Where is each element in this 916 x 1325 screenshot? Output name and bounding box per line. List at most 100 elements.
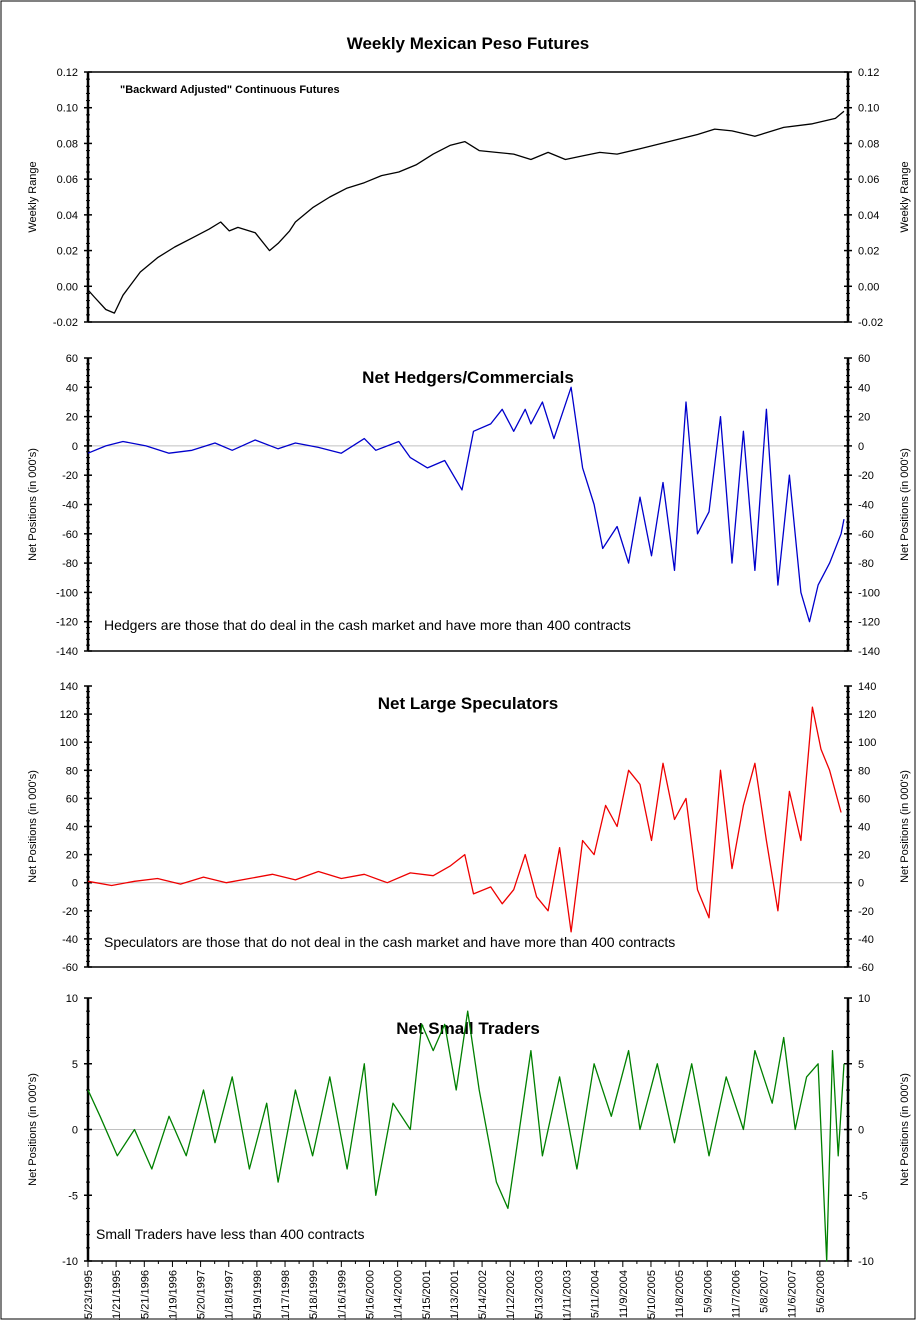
y-tick-label-left: 0	[72, 1125, 78, 1137]
series-line	[87, 386, 845, 623]
x-tick-label: 11/16/1999	[336, 1270, 348, 1320]
x-tick-label: 11/7/2006	[730, 1270, 742, 1318]
y-tick-label-left: -140	[56, 646, 78, 658]
y-axis-title-right: Net Positions (in 000's)	[899, 770, 911, 883]
y-tick-label-right: 0.12	[858, 67, 879, 79]
y-tick-label-left: -20	[62, 906, 78, 918]
y-tick-label-right: 0.08	[858, 138, 879, 150]
y-tick-label-left: -60	[62, 529, 78, 541]
y-tick-label-left: 40	[66, 382, 78, 394]
y-tick-label-right: 120	[858, 709, 876, 721]
y-axis-title-right: Net Positions (in 000's)	[899, 1073, 911, 1186]
x-tick-label: 11/13/2001	[449, 1270, 461, 1320]
y-tick-label-right: 20	[858, 412, 870, 424]
x-tick-label: 11/17/1998	[280, 1270, 292, 1320]
x-tick-label: 11/12/2002	[505, 1270, 517, 1320]
y-tick-label-right: -20	[858, 470, 874, 482]
y-tick-label-right: 10	[858, 993, 870, 1005]
y-tick-label-left: 120	[60, 709, 78, 721]
y-tick-label-left: 0	[72, 878, 78, 890]
y-tick-label-right: 0.02	[858, 246, 879, 258]
y-tick-label-left: 0.12	[57, 67, 78, 79]
y-tick-label-left: -20	[62, 470, 78, 482]
series-line	[87, 706, 842, 933]
y-tick-label-left: -0.02	[53, 317, 78, 329]
y-axis-title-right: Net Positions (in 000's)	[899, 448, 911, 561]
y-tick-label-right: -40	[858, 500, 874, 512]
x-tick-label: 5/15/2001	[421, 1270, 433, 1319]
x-tick-label: 11/8/2005	[674, 1270, 686, 1318]
y-tick-label-left: 20	[66, 850, 78, 862]
panel-annotation: Hedgers are those that do deal in the ca…	[104, 617, 631, 633]
y-tick-label-right: 0.06	[858, 174, 879, 186]
series-line	[87, 1010, 845, 1262]
y-tick-label-right: 0.04	[858, 210, 879, 222]
y-tick-label-left: -80	[62, 558, 78, 570]
x-tick-label: 5/18/1999	[308, 1270, 320, 1319]
x-tick-label: 11/6/2007	[787, 1270, 799, 1318]
panel-title: Weekly Mexican Peso Futures	[347, 34, 590, 53]
y-tick-label-right: 0.10	[858, 103, 879, 115]
panel-title: Net Hedgers/Commercials	[362, 368, 574, 387]
x-tick-label: 5/20/1997	[196, 1270, 208, 1319]
series-line	[87, 110, 845, 314]
x-tick-label: 11/9/2004	[618, 1270, 630, 1318]
x-tick-label: 5/13/2003	[533, 1270, 545, 1319]
x-tick-label: 11/21/1995	[111, 1270, 123, 1320]
x-tick-label: 5/6/2008	[815, 1270, 827, 1313]
y-tick-label-right: 0	[858, 441, 864, 453]
y-tick-label-left: 10	[66, 993, 78, 1005]
panel-1: -0.02 -0.02 0.00 0.00 0.02 0.02 0.04 0.04 0.06 0.…	[27, 34, 911, 329]
y-tick-label-right: -60	[858, 529, 874, 541]
y-tick-label-left: 20	[66, 412, 78, 424]
x-tick-label: 11/19/1996	[167, 1270, 179, 1320]
y-tick-label-right: -60	[858, 962, 874, 974]
y-axis-title-left: Weekly Range	[27, 161, 39, 232]
x-tick-label: 11/11/2003	[562, 1270, 574, 1320]
x-tick-label: 5/23/1995	[83, 1270, 95, 1319]
y-tick-label-left: 0.04	[57, 210, 78, 222]
x-tick-label: 11/18/1997	[224, 1270, 236, 1320]
y-tick-label-right: -5	[858, 1190, 868, 1202]
y-tick-label-left: 5	[72, 1059, 78, 1071]
y-tick-label-left: 0	[72, 441, 78, 453]
y-tick-label-right: -10	[858, 1256, 874, 1268]
y-axis-title-left: Net Positions (in 000's)	[27, 448, 39, 561]
x-tick-label: 5/9/2006	[702, 1270, 714, 1313]
y-axis-title-left: Net Positions (in 000's)	[27, 770, 39, 883]
y-tick-label-left: 0.00	[57, 281, 78, 293]
y-axis-title-right: Weekly Range	[899, 161, 911, 232]
y-tick-label-right: 80	[858, 765, 870, 777]
x-tick-label: 5/19/1998	[252, 1270, 264, 1319]
y-tick-label-right: 0	[858, 1125, 864, 1137]
y-tick-label-left: 40	[66, 822, 78, 834]
x-tick-label: 5/8/2007	[759, 1270, 771, 1313]
y-tick-label-left: 100	[60, 737, 78, 749]
y-tick-label-left: -120	[56, 617, 78, 629]
y-tick-label-right: -20	[858, 906, 874, 918]
y-tick-label-left: -60	[62, 962, 78, 974]
y-tick-label-right: -80	[858, 558, 874, 570]
y-axis-title-left: Net Positions (in 000's)	[27, 1073, 39, 1186]
y-tick-label-right: -0.02	[858, 317, 883, 329]
y-tick-label-left: 60	[66, 793, 78, 805]
x-tick-label: 5/11/2004	[590, 1270, 602, 1318]
panel-title: Net Small Traders	[396, 1019, 540, 1038]
y-tick-label-left: 0.10	[57, 103, 78, 115]
y-tick-label-right: -40	[858, 934, 874, 946]
panel-3: -60 -60 -40 -40 -20 -20 0 0 20 20 40 40 60 60 80 80 100 1…	[27, 681, 911, 974]
y-tick-label-right: -120	[858, 617, 880, 629]
y-tick-label-right: 140	[858, 681, 876, 693]
y-tick-label-left: 0.02	[57, 246, 78, 258]
x-tick-label: 11/14/2000	[393, 1270, 405, 1320]
y-tick-label-left: -5	[68, 1190, 78, 1202]
y-tick-label-right: 0.00	[858, 281, 879, 293]
y-tick-label-right: 20	[858, 850, 870, 862]
y-tick-label-left: -100	[56, 587, 78, 599]
y-tick-label-right: 40	[858, 822, 870, 834]
y-tick-label-right: 60	[858, 353, 870, 365]
y-tick-label-left: 0.08	[57, 138, 78, 150]
y-tick-label-left: 80	[66, 765, 78, 777]
